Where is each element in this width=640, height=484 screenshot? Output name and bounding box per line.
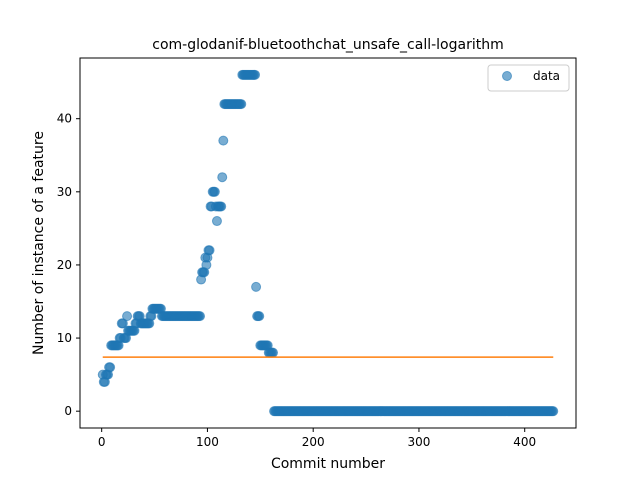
x-tick-label: 300	[407, 435, 430, 449]
data-point	[218, 135, 229, 146]
data-point	[548, 406, 559, 417]
chart-title: com-glodanif-bluetoothchat_unsafe_call-l…	[152, 37, 503, 53]
axis-ticks: 0 100 200 300 400 0 10 20 30 40	[57, 112, 536, 449]
y-tick-label: 30	[57, 185, 72, 199]
data-point	[209, 186, 220, 197]
x-tick-label: 400	[513, 435, 536, 449]
y-axis-label: Number of instance of a feature	[31, 131, 47, 355]
x-tick-label: 0	[98, 435, 106, 449]
x-tick-label: 200	[302, 435, 325, 449]
y-tick-label: 0	[64, 404, 72, 418]
data-point	[211, 216, 222, 227]
data-point	[117, 318, 128, 329]
x-tick-label: 100	[196, 435, 219, 449]
data-point	[105, 362, 116, 373]
data-point	[268, 347, 279, 358]
legend-marker-data	[502, 71, 512, 81]
x-axis-label: Commit number	[271, 456, 385, 472]
data-point	[195, 311, 206, 322]
y-tick-label: 40	[57, 112, 72, 126]
data-point	[251, 281, 262, 292]
data-point	[236, 99, 247, 110]
data-point	[217, 172, 228, 183]
data-point	[122, 311, 133, 322]
data-point	[204, 245, 215, 256]
legend-label-data: data	[533, 69, 560, 83]
legend: data	[487, 64, 570, 92]
data-point	[216, 201, 227, 212]
data-point	[250, 69, 261, 80]
y-tick-label: 10	[57, 331, 72, 345]
axes-frame	[79, 57, 577, 429]
data-point	[254, 311, 265, 322]
y-tick-label: 20	[57, 258, 72, 272]
plot-marks	[97, 69, 559, 417]
